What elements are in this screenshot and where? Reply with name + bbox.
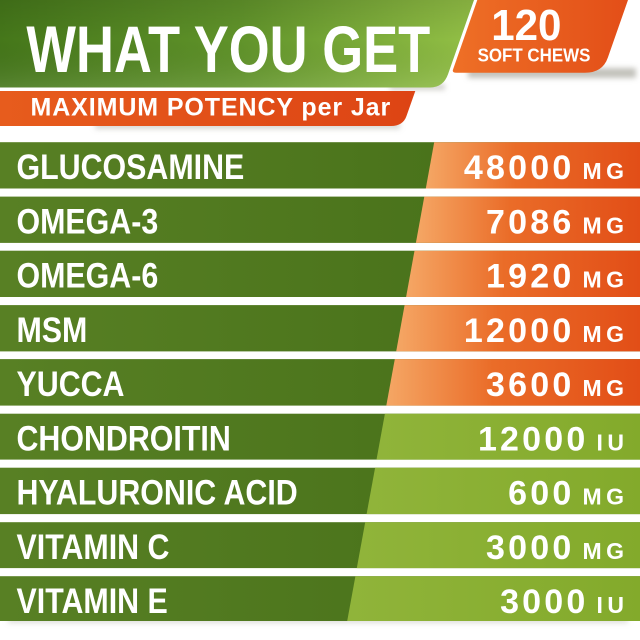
svg-text:YUCCA: YUCCA bbox=[17, 364, 125, 403]
svg-text:OMEGA-6: OMEGA-6 bbox=[17, 256, 159, 295]
svg-text:VITAMIN E: VITAMIN E bbox=[17, 581, 168, 620]
svg-text:HYALURONIC ACID: HYALURONIC ACID bbox=[17, 473, 298, 512]
svg-text:120: 120 bbox=[491, 1, 561, 50]
svg-text:MSM: MSM bbox=[17, 310, 88, 349]
svg-text:WHAT YOU GET: WHAT YOU GET bbox=[26, 12, 430, 86]
svg-text:OMEGA-3: OMEGA-3 bbox=[17, 202, 159, 241]
svg-text:CHONDROITIN: CHONDROITIN bbox=[17, 419, 231, 458]
svg-text:MAXIMUM POTENCY per Jar: MAXIMUM POTENCY per Jar bbox=[31, 94, 392, 122]
svg-text:SOFT CHEWS: SOFT CHEWS bbox=[478, 45, 591, 66]
svg-text:GLUCOSAMINE: GLUCOSAMINE bbox=[17, 147, 245, 186]
svg-text:VITAMIN C: VITAMIN C bbox=[17, 527, 170, 566]
